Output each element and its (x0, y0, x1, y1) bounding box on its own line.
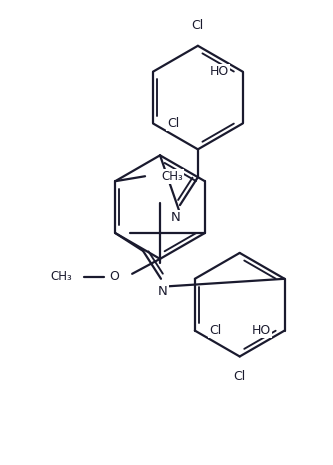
Text: Cl: Cl (209, 324, 221, 337)
Text: O: O (109, 270, 119, 283)
Text: CH₃: CH₃ (161, 170, 183, 183)
Text: HO: HO (209, 65, 229, 78)
Text: HO: HO (251, 324, 271, 337)
Text: Cl: Cl (192, 19, 204, 32)
Text: N: N (171, 211, 181, 224)
Text: CH₃: CH₃ (51, 270, 72, 283)
Text: Cl: Cl (233, 371, 246, 384)
Text: N: N (158, 285, 168, 298)
Text: Cl: Cl (167, 117, 179, 130)
